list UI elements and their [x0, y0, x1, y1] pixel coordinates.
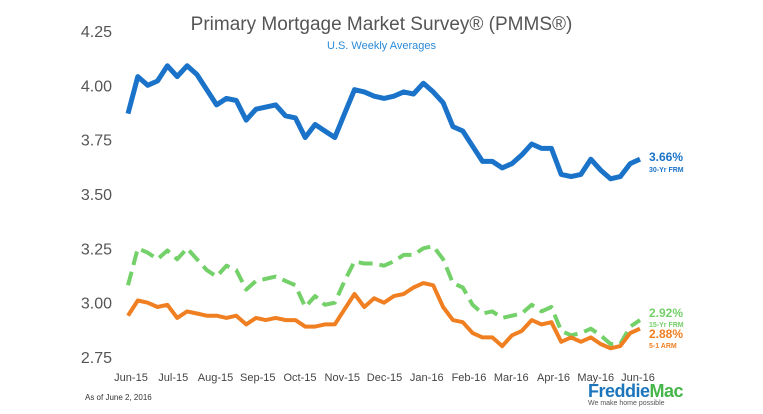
end-name-frm30: 30-Yr FRM: [649, 167, 684, 174]
x-tick-label: Aug-15: [198, 372, 233, 384]
series-line-frm30: [125, 63, 642, 182]
x-tick-label: Apr-16: [537, 372, 570, 384]
chart-subtitle: U.S. Weekly Averages: [326, 40, 437, 52]
y-tick-label: 3.25: [81, 241, 112, 258]
end-value-frm30: 3.66%: [649, 150, 683, 164]
end-value-arm51: 2.88%: [649, 327, 683, 341]
x-tick-label: Jun-15: [114, 372, 148, 384]
y-tick-label: 3.75: [81, 133, 112, 150]
y-tick-label: 2.75: [81, 350, 112, 367]
y-tick-label: 4.00: [81, 78, 112, 95]
freddie-mac-logo: FreddieMac We make home possible: [588, 381, 698, 407]
x-tick-label: Oct-15: [283, 372, 316, 384]
x-tick-label: May-16: [577, 372, 614, 384]
logo-word-main: Freddie: [588, 381, 650, 401]
x-tick-label: Sep-15: [240, 372, 275, 384]
x-tick-label: Nov-15: [325, 372, 360, 384]
y-tick-label: 3.00: [81, 296, 112, 313]
logo-word-accent: Mac: [649, 381, 684, 401]
logo-wordmark: FreddieMac: [588, 381, 698, 402]
chart-title: Primary Mortgage Market Survey® (PMMS®): [190, 14, 573, 35]
y-axis-ticks: 4.25 4.00 3.75 3.50 3.25 3.00 2.75: [81, 24, 112, 367]
end-name-frm15: 15-Yr FRM: [649, 322, 684, 329]
x-axis-ticks: Jun-15 Jul-15 Aug-15 Sep-15 Oct-15 Nov-15 Dec-…: [114, 372, 655, 384]
x-tick-label: Mar-16: [494, 372, 529, 384]
x-tick-label: Feb-16: [452, 372, 487, 384]
series-line-arm51: [126, 281, 641, 351]
x-tick-label: Jan-16: [410, 372, 444, 384]
x-tick-label: Dec-15: [367, 372, 402, 384]
series-layer: [125, 63, 642, 351]
as-of-note: As of June 2, 2016: [85, 393, 152, 402]
end-value-frm15: 2.92%: [649, 306, 683, 320]
logo-tagline: We make home possible: [588, 400, 665, 407]
end-name-arm51: 5-1 ARM: [649, 343, 677, 350]
x-tick-label: Jul-15: [158, 372, 188, 384]
x-tick-label: Jun-16: [621, 372, 655, 384]
y-tick-label: 4.25: [81, 24, 112, 41]
series-line-frm15: [126, 244, 642, 346]
y-tick-label: 3.50: [81, 187, 112, 204]
